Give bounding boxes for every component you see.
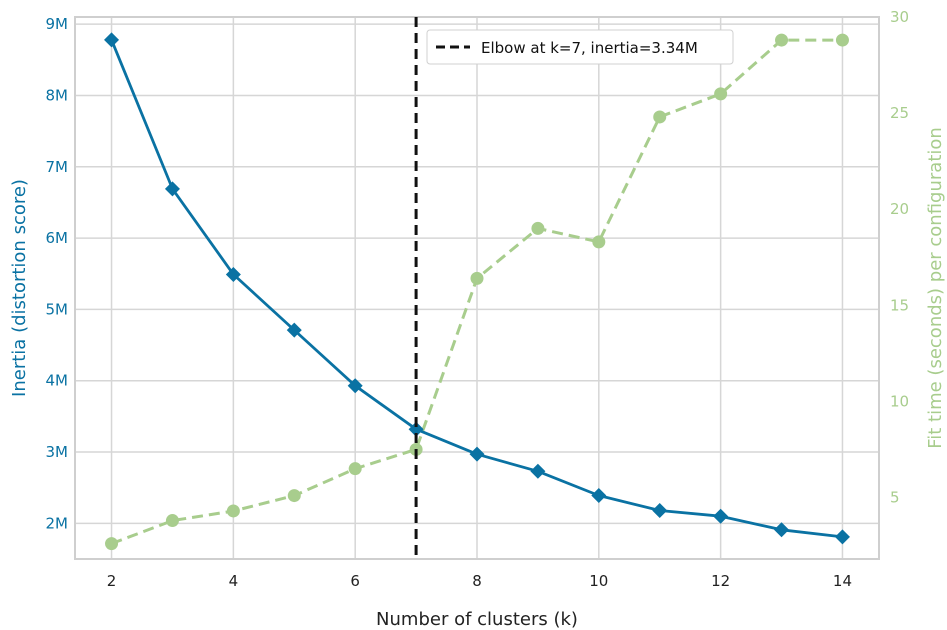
y-tick-label: 2M bbox=[46, 514, 69, 532]
legend-elbow-label: Elbow at k=7, inertia=3.34M bbox=[481, 39, 698, 57]
grid bbox=[75, 17, 879, 559]
inertia-point bbox=[286, 322, 302, 338]
fit-time-point bbox=[835, 33, 849, 47]
y2-tick-label: 10 bbox=[890, 392, 909, 410]
y-axis-ticks: 2M 3M 4M 5M 6M 7M 8M 9M bbox=[46, 15, 69, 532]
y-tick-label: 7M bbox=[46, 158, 69, 176]
y2-tick-label: 25 bbox=[890, 104, 909, 122]
fit-time-point bbox=[592, 235, 606, 249]
x-axis-ticks: 2 4 6 8 10 12 14 bbox=[107, 572, 852, 590]
y2-tick-label: 30 bbox=[890, 8, 909, 26]
inertia-point bbox=[713, 508, 729, 524]
inertia-point bbox=[774, 522, 790, 538]
y-tick-label: 4M bbox=[46, 372, 69, 390]
series bbox=[104, 32, 850, 551]
fit-time-point bbox=[226, 504, 240, 518]
legend-box bbox=[426, 29, 734, 65]
y2-tick-label: 15 bbox=[890, 296, 909, 314]
inertia-point bbox=[591, 488, 607, 504]
x-tick-label: 10 bbox=[589, 572, 608, 590]
inertia-point bbox=[164, 181, 180, 197]
y-tick-label: 6M bbox=[46, 229, 69, 247]
inertia-point bbox=[834, 529, 850, 545]
fit-time-point bbox=[714, 87, 728, 101]
x-tick-label: 12 bbox=[711, 572, 730, 590]
fit-time-point bbox=[470, 271, 484, 285]
y-axis-label: Inertia (distortion score) bbox=[9, 179, 30, 397]
inertia-point bbox=[408, 421, 424, 437]
y-tick-label: 8M bbox=[46, 86, 69, 104]
plot-frame bbox=[74, 16, 880, 560]
y-tick-label: 9M bbox=[46, 15, 69, 33]
x-tick-label: 14 bbox=[833, 572, 852, 590]
x-axis-label: Number of clusters (k) bbox=[376, 609, 578, 630]
legend: Elbow at k=7, inertia=3.34M bbox=[426, 29, 734, 65]
y-tick-label: 3M bbox=[46, 443, 69, 461]
x-tick-label: 6 bbox=[350, 572, 360, 590]
fit-time-point bbox=[287, 489, 301, 503]
inertia-point bbox=[225, 266, 241, 282]
y2-axis-ticks: 5 10 15 20 25 30 bbox=[890, 8, 909, 506]
inertia-point bbox=[530, 463, 546, 479]
y2-axis-label: Fit time (seconds) per configuration bbox=[925, 127, 946, 449]
y2-tick-label: 20 bbox=[890, 200, 909, 218]
fit-time-point bbox=[653, 110, 667, 124]
fit-time-point bbox=[165, 514, 179, 528]
fit-time-point bbox=[775, 33, 789, 47]
x-tick-label: 8 bbox=[472, 572, 482, 590]
inertia-point bbox=[347, 378, 363, 394]
inertia-point bbox=[469, 446, 485, 462]
fit-time-point bbox=[348, 462, 362, 476]
inertia-point bbox=[652, 503, 668, 519]
inertia-point bbox=[104, 32, 120, 48]
y2-tick-label: 5 bbox=[890, 488, 900, 506]
y-tick-label: 5M bbox=[46, 300, 69, 318]
fit-time-point bbox=[531, 221, 545, 235]
x-tick-label: 4 bbox=[229, 572, 239, 590]
x-tick-label: 2 bbox=[107, 572, 117, 590]
fit-time-point bbox=[105, 537, 119, 551]
